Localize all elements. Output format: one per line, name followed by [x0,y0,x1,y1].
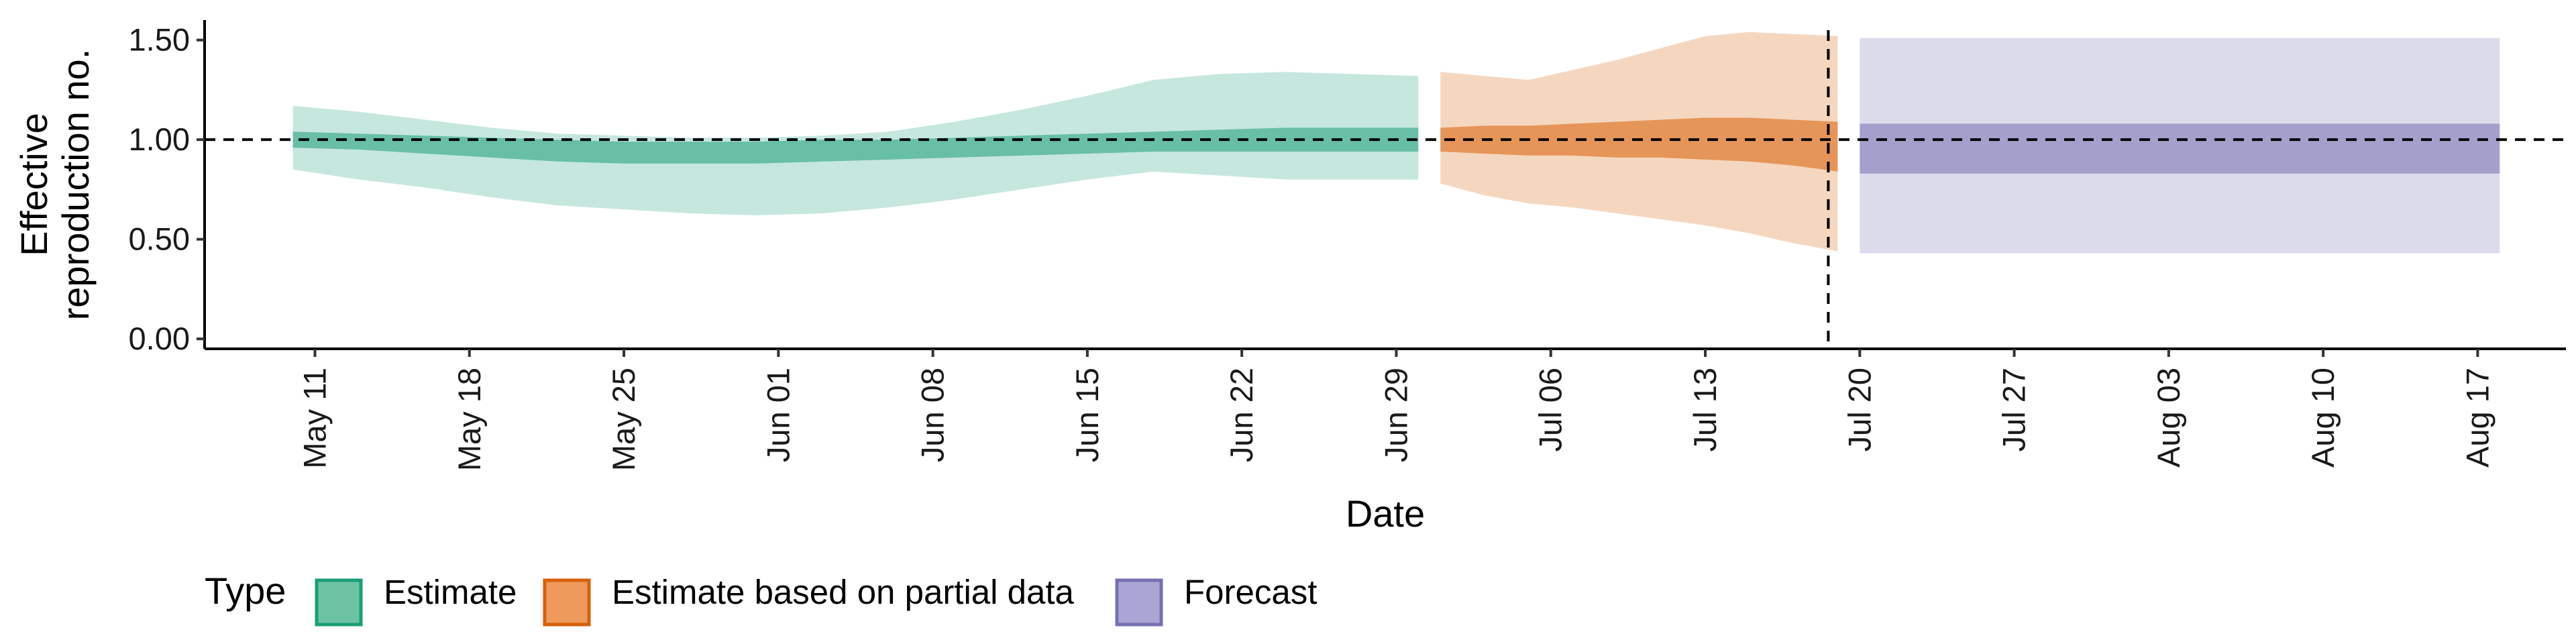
x-tick-label: Jun 15 [1069,368,1105,462]
y-tick-label: 1.00 [129,121,190,157]
ribbon-50-estimate-based-on-partial-data [1440,117,1838,172]
x-tick-label: May 25 [606,368,641,471]
legend: Type Estimate Estimate based on partial da… [205,570,1317,627]
x-tick-label: Jul 13 [1687,368,1723,451]
series-forecast [1860,38,2500,254]
y-axis-title-line: Effective [13,113,55,256]
series-estimate [292,72,1419,215]
legend-item-estimate-based-on-partial-data: Estimate based on partial data [543,573,1075,627]
legend-key [315,578,363,627]
y-tick-label: 1.50 [129,22,190,58]
x-tick-label: Jun 08 [915,368,951,462]
x-axis-title: Date [1346,492,1425,535]
x-tick-label: Aug 10 [2305,368,2341,468]
axes: 0.00 0.50 1.00 1.50 May 11 May 18 May 25 Jun 01… [129,20,2566,471]
x-tick-label: Jun 22 [1224,368,1259,462]
x-tick-label: Aug 17 [2459,368,2495,468]
legend-label: Estimate based on partial data [612,573,1075,611]
x-tick-label: Jul 06 [1533,368,1568,451]
legend-key [543,578,591,627]
reference-lines [205,30,2566,349]
y-axis-title: Effective reproduction no. [13,49,97,321]
ribbon-50-estimate [292,127,1419,164]
legend-label: Estimate [384,573,517,611]
x-tick-label: May 11 [297,368,333,469]
legend-label: Forecast [1184,573,1317,611]
x-tick-label: Jun 01 [760,368,796,462]
x-tick-label: Jul 20 [1841,368,1877,451]
legend-item-estimate: Estimate [315,573,517,627]
legend-title: Type [205,570,286,612]
y-tick-label: 0.00 [129,321,190,356]
y-axis-title-line: reproduction no. [54,49,97,321]
y-tick-label: 0.50 [129,221,190,257]
x-tick-label: Jun 29 [1378,368,1413,462]
series-estimate-based-on-partial-data [1440,32,1838,252]
ribbon-50-forecast [1860,123,2500,174]
x-tick-label: May 18 [451,368,487,471]
ribbon-layer [292,32,2500,254]
x-tick-label: Aug 03 [2151,368,2186,468]
legend-key [1115,578,1163,627]
legend-item-forecast: Forecast [1115,573,1317,627]
x-tick-label: Jul 27 [1996,368,2032,451]
